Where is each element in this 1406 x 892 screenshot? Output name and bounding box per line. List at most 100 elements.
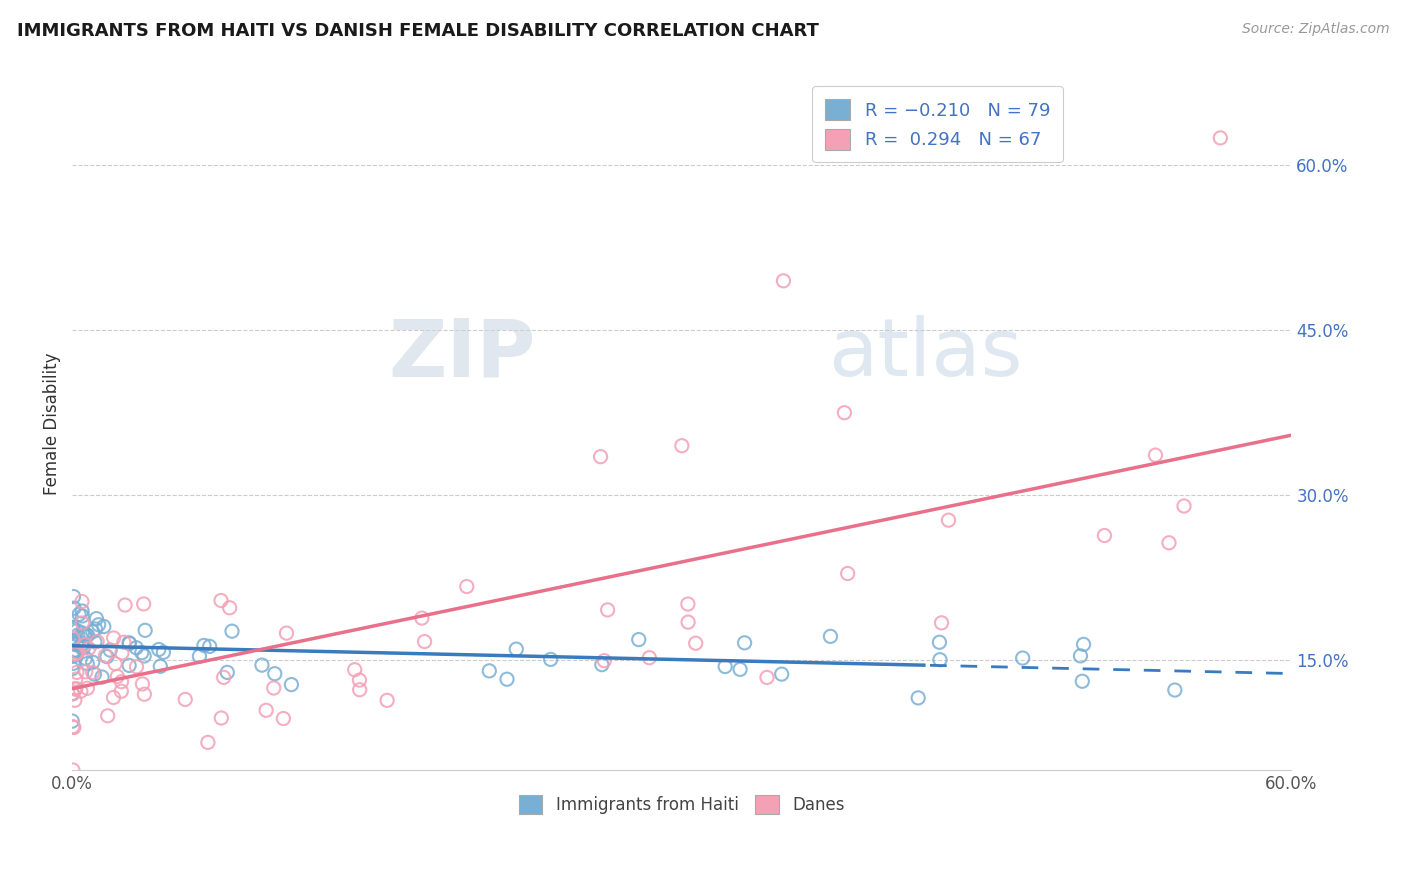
Point xyxy=(62,763,84,777)
Point xyxy=(86,612,108,626)
Point xyxy=(197,735,219,749)
Point xyxy=(66,628,89,642)
Point xyxy=(73,629,96,643)
Point xyxy=(72,615,94,630)
Point xyxy=(65,648,87,662)
Point xyxy=(118,636,141,650)
Point xyxy=(62,620,84,634)
Point xyxy=(280,677,302,691)
Point xyxy=(837,566,859,581)
Point xyxy=(66,665,89,680)
Point xyxy=(65,672,87,686)
Point xyxy=(938,513,960,527)
Point xyxy=(62,590,84,604)
Point xyxy=(1073,637,1095,651)
Point xyxy=(118,636,141,650)
Point xyxy=(132,597,155,611)
Point xyxy=(198,640,221,654)
Point xyxy=(77,641,100,656)
Point xyxy=(125,640,148,655)
Point xyxy=(505,642,527,657)
Point xyxy=(928,635,950,649)
Point xyxy=(65,681,87,696)
Point xyxy=(254,703,277,717)
Point xyxy=(98,643,121,657)
Point xyxy=(62,657,84,671)
Point xyxy=(118,658,141,673)
Point xyxy=(1094,528,1116,542)
Point xyxy=(218,600,240,615)
Point xyxy=(114,598,136,612)
Point xyxy=(103,631,125,645)
Point xyxy=(209,593,232,607)
Point xyxy=(60,714,83,728)
Text: Source: ZipAtlas.com: Source: ZipAtlas.com xyxy=(1241,22,1389,37)
Point xyxy=(62,637,84,651)
Y-axis label: Female Disability: Female Disability xyxy=(44,352,60,495)
Point xyxy=(1157,535,1180,549)
Point xyxy=(110,684,132,698)
Point xyxy=(728,662,751,676)
Text: ZIP: ZIP xyxy=(388,316,536,393)
Point xyxy=(343,663,366,677)
Point xyxy=(104,657,127,671)
Point xyxy=(82,665,104,680)
Point xyxy=(76,628,98,642)
Point xyxy=(413,634,436,648)
Point xyxy=(209,711,232,725)
Point xyxy=(676,597,699,611)
Point xyxy=(540,652,562,666)
Point xyxy=(1069,648,1091,663)
Point xyxy=(907,690,929,705)
Point xyxy=(770,667,793,681)
Point xyxy=(134,648,156,663)
Point xyxy=(1173,499,1195,513)
Point xyxy=(596,603,619,617)
Point xyxy=(1144,448,1167,462)
Point xyxy=(60,623,83,637)
Text: IMMIGRANTS FROM HAITI VS DANISH FEMALE DISABILITY CORRELATION CHART: IMMIGRANTS FROM HAITI VS DANISH FEMALE D… xyxy=(17,22,818,40)
Point xyxy=(97,708,120,723)
Point xyxy=(94,648,117,663)
Point xyxy=(188,649,211,664)
Point xyxy=(66,645,89,659)
Point xyxy=(62,620,84,634)
Point xyxy=(63,721,86,735)
Point xyxy=(75,665,97,679)
Point xyxy=(83,667,105,681)
Point xyxy=(60,662,83,676)
Point xyxy=(349,682,371,697)
Point xyxy=(70,594,93,608)
Point xyxy=(62,632,84,646)
Point xyxy=(589,450,612,464)
Point xyxy=(591,657,613,672)
Point xyxy=(72,640,94,655)
Point xyxy=(250,658,273,673)
Point xyxy=(66,624,89,638)
Point xyxy=(627,632,650,647)
Point xyxy=(149,659,172,673)
Point xyxy=(263,681,285,695)
Point xyxy=(834,406,856,420)
Point xyxy=(134,624,156,638)
Point xyxy=(75,638,97,652)
Point xyxy=(276,626,298,640)
Point xyxy=(70,639,93,653)
Point xyxy=(375,693,398,707)
Point xyxy=(714,659,737,673)
Point xyxy=(134,687,156,701)
Point xyxy=(75,628,97,642)
Point xyxy=(70,636,93,650)
Point xyxy=(65,647,87,661)
Point xyxy=(756,670,779,684)
Point xyxy=(60,636,83,650)
Point xyxy=(174,692,197,706)
Point xyxy=(221,624,243,639)
Point xyxy=(929,653,952,667)
Point xyxy=(593,654,616,668)
Legend: Immigrants from Haiti, Danes: Immigrants from Haiti, Danes xyxy=(509,785,855,824)
Point xyxy=(931,615,953,630)
Point xyxy=(87,617,110,632)
Point xyxy=(70,684,93,698)
Point xyxy=(70,604,93,618)
